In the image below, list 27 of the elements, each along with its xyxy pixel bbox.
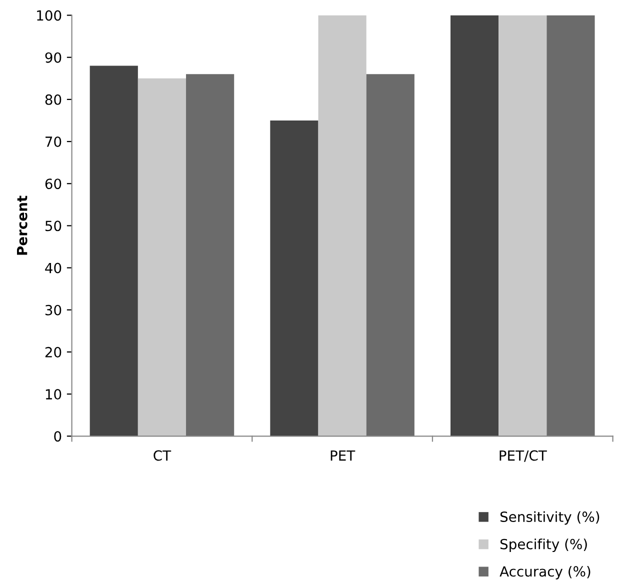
x-tick-label: PET [330, 450, 356, 461]
legend-label: Sensitivity (%) [500, 511, 600, 525]
bar [546, 15, 595, 436]
y-tick-label: 60 [45, 178, 62, 190]
bar [366, 74, 414, 436]
bar [270, 120, 318, 436]
bar [318, 15, 366, 436]
bar [90, 66, 138, 436]
y-tick-label: 90 [45, 52, 62, 63]
x-tick-label: PET/CT [500, 450, 547, 462]
x-tick-label: CT [154, 450, 172, 461]
bar [498, 15, 547, 436]
y-tick-label: 40 [45, 262, 62, 274]
y-tick-label: 50 [45, 220, 62, 232]
legend-label: Specifity (%) [500, 538, 587, 552]
y-tick-label: 0 [54, 431, 62, 442]
y-tick-label: 10 [46, 389, 62, 400]
y-tick-label: 80 [45, 94, 62, 105]
bar [138, 78, 186, 436]
y-tick-label: 30 [45, 304, 62, 316]
y-tick-label: 70 [46, 136, 62, 147]
y-tick-label: 100 [37, 10, 62, 21]
bar [186, 74, 234, 436]
y-tick-label: 20 [45, 346, 62, 358]
bar [450, 15, 499, 436]
y-axis-title: Percent [17, 196, 28, 255]
legend-label: Accuracy (%) [500, 566, 590, 580]
